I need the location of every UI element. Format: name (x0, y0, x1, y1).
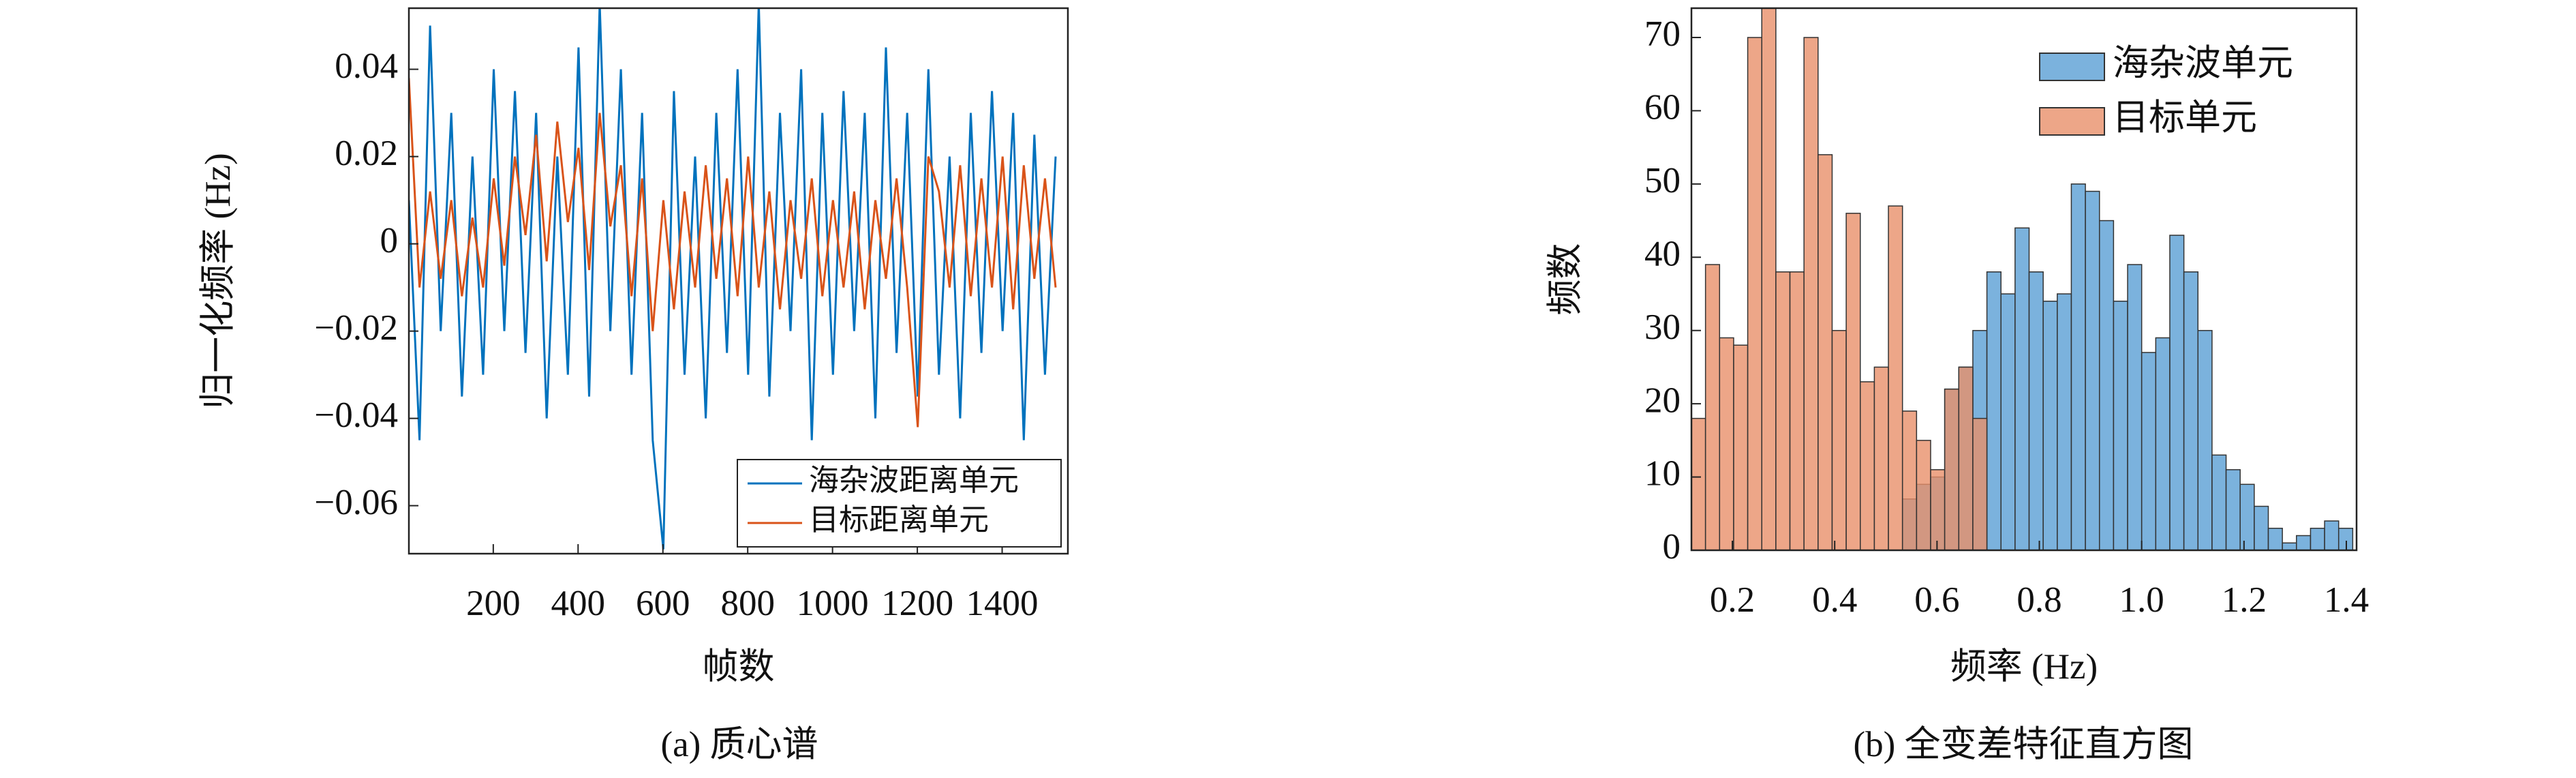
histogram-bar (2211, 454, 2227, 550)
y-tick-label: 70 (1644, 14, 1681, 54)
histogram-bar (1888, 205, 1903, 550)
y-tick-label: 0.02 (335, 134, 398, 173)
chart-0: −0.06 −0.04 −0.02 0 0.02 0.04 200 400 600 800 1000… (198, 7, 1069, 764)
histogram-bar (1930, 469, 1946, 550)
y-tick-label: 50 (1644, 161, 1681, 200)
y-tick-label: 20 (1644, 380, 1681, 420)
histogram-bar (1831, 329, 1847, 550)
histogram-bar (1775, 271, 1791, 550)
x-tick-label: 0.2 (1710, 580, 1755, 620)
caption: (a) 质心谱 (660, 725, 818, 764)
histogram-bar (1803, 37, 1819, 550)
histogram-bar (1986, 271, 2002, 550)
histogram-bar (2310, 528, 2325, 550)
histogram-bar (1691, 417, 1706, 550)
histogram-bar (2014, 227, 2030, 550)
histogram-bar (2239, 483, 2255, 550)
histogram-bar (2169, 235, 2185, 550)
x-tick-label: 0.4 (1812, 580, 1857, 620)
y-tick-label: −0.04 (314, 395, 398, 435)
y-tick-label: 0 (380, 221, 399, 260)
y-axis-title: 归一化频率 (Hz) (198, 153, 238, 408)
x-tick-label: 800 (720, 584, 775, 623)
legend-label: 目标距离单元 (809, 503, 989, 537)
histogram-bar (1958, 366, 1974, 550)
line-series (409, 78, 1057, 428)
axes-frame (1690, 7, 2358, 552)
histogram-bar (1944, 388, 1960, 550)
x-tick-label: 1.0 (2119, 580, 2164, 620)
histogram-bar (2183, 271, 2199, 550)
x-tick-label: 1000 (797, 584, 869, 623)
histogram-bar (2098, 220, 2115, 550)
legend-box (737, 459, 1062, 548)
y-tick-label: 40 (1644, 234, 1681, 273)
histogram-bar (2155, 337, 2171, 550)
histogram-bar (2057, 293, 2072, 550)
y-tick-label: 0 (1663, 527, 1681, 567)
legend-label: 海杂波单元 (2113, 44, 2293, 83)
y-tick-label: 60 (1644, 88, 1681, 128)
legend-swatch (2039, 53, 2105, 81)
x-axis-title: 帧数 (703, 647, 775, 687)
x-tick-label: 600 (636, 584, 690, 623)
caption: (b) 全变差特征直方图 (1853, 725, 2193, 764)
histogram-bar (2127, 264, 2143, 550)
x-tick-label: 1.2 (2222, 580, 2267, 620)
x-tick-label: 400 (551, 584, 606, 623)
histogram-bar (1747, 37, 1762, 550)
legend-swatch (2039, 107, 2105, 136)
histogram-bar (1873, 366, 1889, 550)
histogram-bar (2267, 528, 2283, 550)
histogram-bar (2254, 505, 2269, 550)
histogram-bar (1818, 154, 1833, 550)
histogram-bar (2282, 542, 2297, 550)
x-tick-label: 0.8 (2017, 580, 2061, 620)
histogram-bar (2085, 190, 2100, 550)
histogram-bar (2042, 300, 2058, 550)
y-axis-title: 频数 (1546, 243, 1585, 316)
y-tick-label: 0.04 (335, 46, 398, 86)
histogram-bar (2070, 183, 2086, 550)
y-tick-label: −0.06 (314, 483, 398, 522)
plot-area (1691, 8, 2354, 550)
y-tick-label: 30 (1644, 308, 1681, 347)
x-tick-label: 200 (466, 584, 521, 623)
histogram-bar (1845, 213, 1861, 550)
histogram-bar (1761, 8, 1777, 550)
histogram-bar (2113, 300, 2128, 550)
axes-frame (408, 7, 1069, 555)
histogram-bar (1860, 381, 1875, 550)
x-tick-label: 1400 (966, 584, 1039, 623)
x-tick-label: 1.4 (2324, 580, 2369, 620)
histogram-bar (1972, 417, 1988, 550)
histogram-bar (2324, 520, 2340, 550)
y-tick-label: 10 (1644, 454, 1681, 494)
histogram-bar (1733, 344, 1749, 550)
histogram-bar (2000, 293, 2016, 550)
legend-label: 目标单元 (2113, 98, 2257, 138)
line-series (409, 8, 1057, 550)
histogram-bar (1901, 410, 1918, 550)
chart-1: 0 10 20 30 40 50 60 70 0.2 0.4 0.6 0.8 1.0 1.2 1.4 频率 (… (1546, 7, 2369, 764)
histogram-bar (2296, 535, 2312, 550)
legend-label: 海杂波距离单元 (809, 464, 1019, 497)
y-tick-label: −0.02 (314, 308, 398, 348)
x-tick-label: 1200 (881, 584, 953, 623)
plot-area (409, 8, 1057, 550)
histogram-bar (2141, 352, 2157, 550)
histogram-bar (1704, 264, 1721, 550)
histogram-bar (2197, 329, 2213, 550)
histogram-bar (1916, 440, 1931, 550)
x-axis-title: 频率 (Hz) (1950, 647, 2098, 687)
x-tick-label: 0.6 (1914, 580, 1959, 620)
histogram-bar (2225, 469, 2241, 550)
histogram-bar (1789, 271, 1805, 550)
histogram-bar (1719, 337, 1734, 550)
histogram-bar (2028, 271, 2044, 550)
